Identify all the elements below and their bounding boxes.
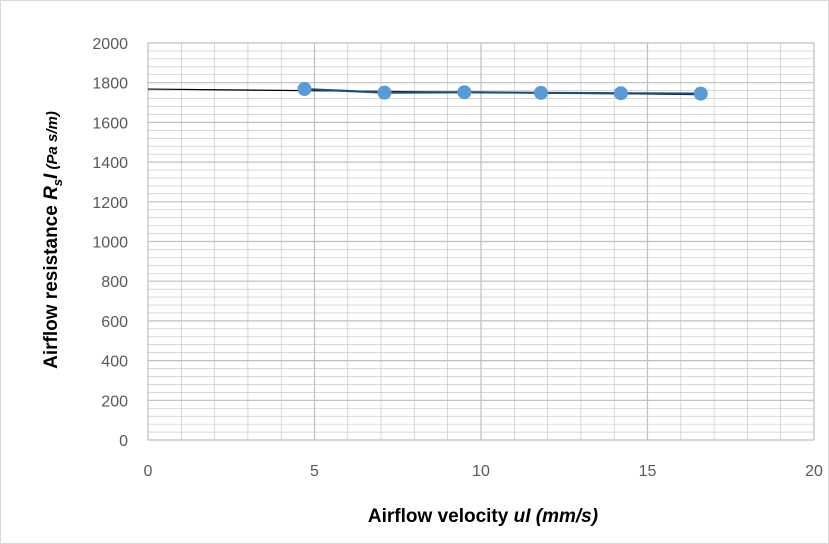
data-point xyxy=(693,86,708,101)
grid-lines xyxy=(147,42,815,441)
series-line xyxy=(304,87,701,95)
y-tick-label: 200 xyxy=(101,393,128,410)
y-tick-label: 400 xyxy=(101,354,128,371)
data-point xyxy=(377,85,392,100)
y-tick-label: 800 xyxy=(101,274,128,291)
y-tick-label: 2000 xyxy=(92,36,128,53)
y-tick-label: 600 xyxy=(101,314,128,331)
y-tick-label: 1800 xyxy=(92,76,128,93)
y-tick-label: 1400 xyxy=(92,155,128,172)
data-point xyxy=(613,86,628,101)
y-tick-labels: 0 200 400 600 800 1000 1200 1400 1600 1800 2000 xyxy=(92,36,128,450)
x-axis-title: Airflow velocity uI (mm/s) xyxy=(368,506,598,527)
x-tick-labels: 0 5 10 15 20 xyxy=(144,463,823,480)
x-tick-label: 0 xyxy=(144,463,153,480)
y-tick-label: 1200 xyxy=(92,195,128,212)
y-axis-title: Airflow resistance RsI (Pa s/m) xyxy=(41,111,65,369)
data-point xyxy=(533,85,548,100)
data-point xyxy=(457,85,472,100)
x-tick-label: 5 xyxy=(310,463,319,480)
y-tick-label: 1600 xyxy=(92,115,128,132)
x-tick-label: 20 xyxy=(805,463,823,480)
x-tick-label: 10 xyxy=(472,463,490,480)
x-tick-label: 15 xyxy=(639,463,657,480)
data-point xyxy=(297,82,312,97)
y-tick-label: 1000 xyxy=(92,235,128,252)
y-tick-label: 0 xyxy=(119,433,128,450)
series-layer xyxy=(297,82,708,101)
